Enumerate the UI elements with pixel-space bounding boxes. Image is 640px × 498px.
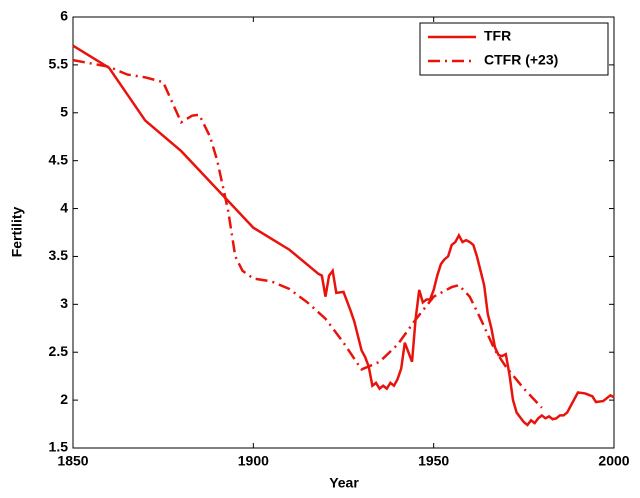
x-tick-label: 1850 bbox=[57, 453, 88, 469]
y-tick-label: 4.5 bbox=[49, 151, 69, 167]
legend-label: CTFR (+23) bbox=[484, 52, 558, 68]
y-tick-label: 3.5 bbox=[49, 247, 69, 263]
y-tick-label: 4 bbox=[60, 199, 68, 215]
x-tick-label: 1900 bbox=[238, 453, 269, 469]
x-tick-label: 1950 bbox=[418, 453, 449, 469]
x-axis-label: Year bbox=[329, 475, 359, 491]
y-tick-label: 5.5 bbox=[49, 56, 69, 72]
y-tick-label: 1.5 bbox=[49, 439, 69, 455]
plot-frame bbox=[72, 16, 615, 449]
y-tick-label: 2.5 bbox=[49, 343, 69, 359]
legend-box bbox=[419, 22, 609, 76]
x-tick-label: 2000 bbox=[598, 453, 629, 469]
legend-label: TFR bbox=[484, 28, 511, 44]
y-axis-label: Fertility bbox=[9, 207, 25, 258]
y-tick-label: 6 bbox=[60, 8, 68, 24]
data-line bbox=[72, 44, 615, 427]
y-tick-label: 2 bbox=[60, 391, 68, 407]
y-tick-label: 5 bbox=[60, 103, 68, 119]
y-tick-label: 3 bbox=[60, 295, 68, 311]
data-line bbox=[72, 58, 543, 409]
